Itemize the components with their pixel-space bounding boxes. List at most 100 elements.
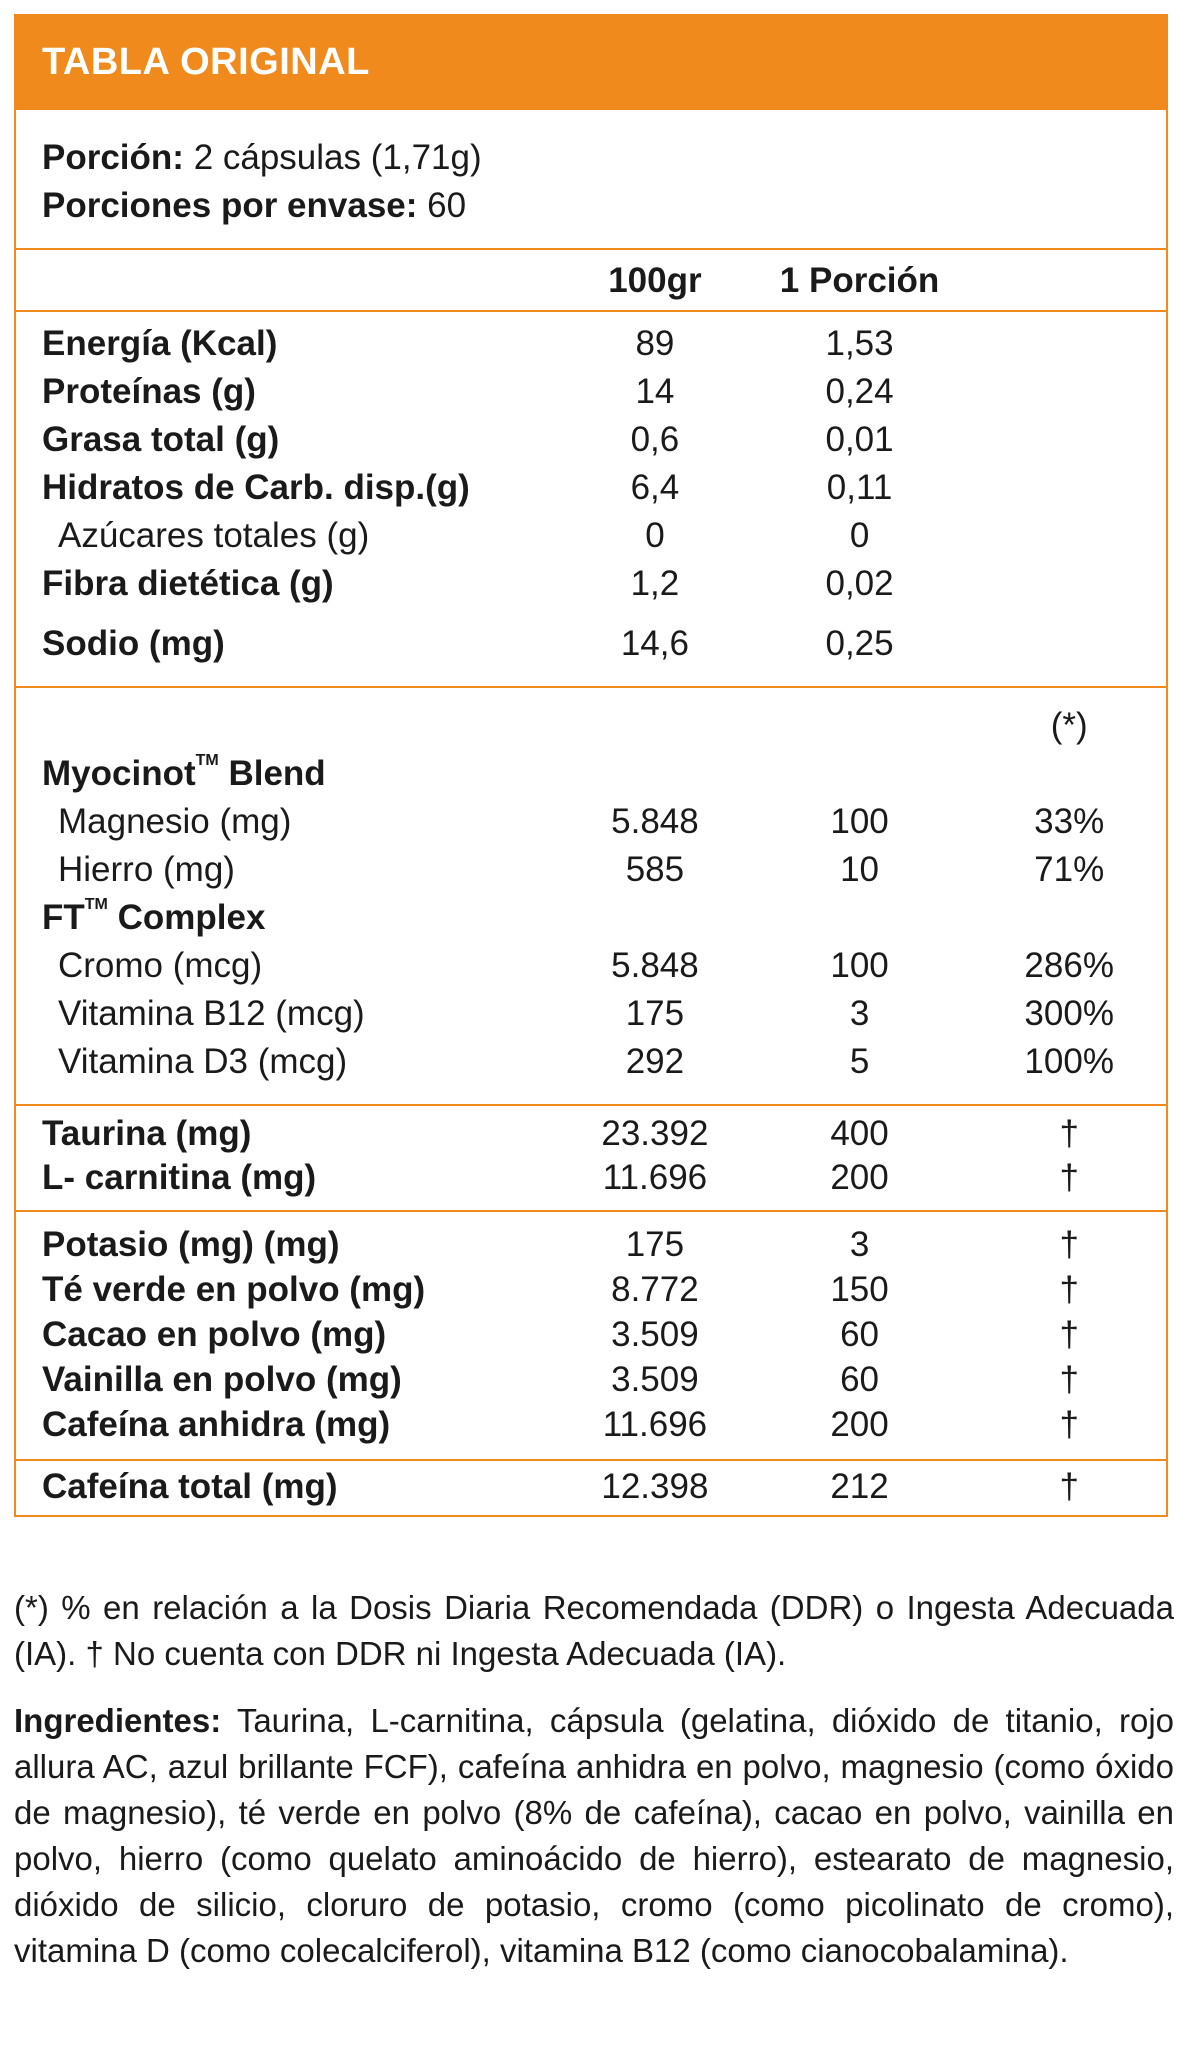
table-row: Proteínas (g) 14 0,24	[16, 368, 1166, 416]
portion-label: Porción:	[42, 138, 184, 177]
total-section: Cafeína total (mg) 12.398 212 †	[16, 1459, 1166, 1515]
nutrient-label: Hierro (mg)	[58, 850, 235, 889]
column-header-100gr: 100gr	[608, 261, 702, 300]
table-row: Vitamina B12 (mcg) 175 3 300%	[16, 990, 1166, 1038]
servings-value: 60	[427, 186, 467, 225]
value-portion: 0,25	[825, 624, 894, 663]
nutrient-label: Grasa total (g)	[42, 420, 280, 459]
value-portion: 0,02	[825, 564, 894, 603]
table-row: Hidratos de Carb. disp.(g) 6,4 0,11	[16, 464, 1166, 512]
column-headers: 100gr 1 Porción	[16, 248, 1166, 310]
value-100gr: 11.696	[602, 1158, 708, 1197]
nutrients-section: Energía (Kcal) 89 1,53 Proteínas (g) 14 0,24 G…	[16, 310, 1166, 686]
table-row: Potasio (mg) (mg) 175 3 †	[16, 1222, 1166, 1267]
value-portion: 100	[830, 802, 889, 841]
nutrient-label: Taurina (mg)	[42, 1114, 252, 1153]
nutrient-label: Potasio (mg) (mg)	[42, 1224, 340, 1264]
value-portion: 60	[840, 1359, 880, 1399]
value-portion: 200	[830, 1404, 889, 1444]
ingredients-label: Ingredientes:	[14, 1702, 222, 1739]
trademark-mark: TM	[195, 752, 219, 769]
nutrient-label: Fibra dietética (g)	[42, 564, 334, 603]
nutrient-label: Magnesio (mg)	[58, 802, 292, 841]
value-portion: 400	[830, 1114, 889, 1153]
portion-line: Porción: 2 cápsulas (1,71g)	[42, 134, 1140, 182]
value-100gr: 11.696	[602, 1404, 708, 1444]
table-row: Fibra dietética (g) 1,2 0,02	[16, 560, 1166, 608]
ingredients-text: Taurina, L-carnitina, cápsula (gelatina,…	[14, 1702, 1175, 1969]
value-100gr: 585	[625, 850, 685, 889]
value-ddr: 286%	[1024, 946, 1114, 985]
value-100gr: 175	[625, 994, 685, 1033]
trademark-mark: TM	[84, 896, 108, 913]
value-ddr: 33%	[1034, 802, 1105, 841]
value-ddr: 300%	[1024, 994, 1114, 1033]
amino-section: Taurina (mg) 23.392 400 † L- carnitina (mg) 1…	[16, 1104, 1166, 1210]
nutrient-label: Energía (Kcal)	[42, 324, 278, 363]
value-100gr: 1,2	[630, 564, 680, 603]
nutrient-label: Vitamina B12 (mcg)	[58, 994, 365, 1033]
table-row: Grasa total (g) 0,6 0,01	[16, 416, 1166, 464]
value-100gr: 8.772	[611, 1269, 699, 1309]
value-100gr: 89	[635, 324, 675, 363]
value-100gr: 23.392	[601, 1114, 709, 1153]
nutrient-label: Cafeína anhidra (mg)	[42, 1404, 391, 1444]
value-ddr: †	[1059, 1359, 1079, 1399]
value-portion: 200	[830, 1158, 889, 1197]
table-row: Vitamina D3 (mcg) 292 5 100%	[16, 1038, 1166, 1086]
table-row: L- carnitina (mg) 11.696 200 †	[16, 1156, 1166, 1200]
servings-label: Porciones por envase:	[42, 186, 418, 225]
table-title: TABLA ORIGINAL	[16, 16, 1166, 108]
nutrient-label: Sodio (mg)	[42, 624, 225, 663]
value-100gr: 3.509	[611, 1314, 699, 1354]
value-ddr: †	[1059, 1114, 1079, 1153]
nutrition-table: TABLA ORIGINAL Porción: 2 cápsulas (1,71…	[14, 14, 1168, 1517]
value-100gr: 0	[645, 516, 665, 555]
value-ddr: †	[1059, 1314, 1079, 1354]
ddr-marker: (*)	[1050, 706, 1088, 745]
value-100gr: 14,6	[620, 624, 689, 663]
serving-info: Porción: 2 cápsulas (1,71g) Porciones po…	[16, 108, 1166, 248]
nutrient-label: Vitamina D3 (mcg)	[58, 1042, 348, 1081]
nutrient-label: Hidratos de Carb. disp.(g)	[42, 468, 470, 507]
value-portion: 3	[849, 994, 870, 1033]
column-header-portion: 1 Porción	[779, 261, 940, 300]
value-portion: 0,24	[825, 372, 894, 411]
nutrient-label: Té verde en polvo (mg)	[42, 1269, 426, 1309]
value-100gr: 0,6	[630, 420, 680, 459]
table-row: Cafeína anhidra (mg) 11.696 200 †	[16, 1402, 1166, 1447]
value-ddr: †	[1059, 1158, 1079, 1197]
value-portion: 0,01	[825, 420, 894, 459]
myocinot-blend-heading: MyocinotTM Blend	[42, 752, 326, 793]
value-portion: 10	[840, 850, 880, 889]
servings-line: Porciones por envase: 60	[42, 182, 1140, 230]
value-100gr: 3.509	[611, 1359, 699, 1399]
value-100gr: 6,4	[630, 468, 680, 507]
table-row: Energía (Kcal) 89 1,53	[16, 320, 1166, 368]
value-ddr: 71%	[1034, 850, 1105, 889]
table-row: Azúcares totales (g) 0 0	[16, 512, 1166, 560]
nutrient-label: Cafeína total (mg)	[42, 1467, 338, 1506]
value-portion: 0	[849, 516, 870, 555]
table-row: Taurina (mg) 23.392 400 †	[16, 1112, 1166, 1156]
value-portion: 3	[849, 1224, 870, 1264]
portion-value: 2 cápsulas (1,71g)	[193, 138, 482, 177]
table-row: Hierro (mg) 585 10 71%	[16, 846, 1166, 894]
value-100gr: 5.848	[611, 802, 699, 841]
table-row: Vainilla en polvo (mg) 3.509 60 †	[16, 1357, 1166, 1402]
value-portion: 5	[849, 1042, 870, 1081]
value-100gr: 5.848	[611, 946, 699, 985]
value-portion: 0,11	[826, 468, 893, 507]
value-portion: 150	[830, 1269, 889, 1309]
nutrient-label: Vainilla en polvo (mg)	[42, 1359, 402, 1399]
value-100gr: 292	[625, 1042, 685, 1081]
ft-complex-heading: FTTM Complex	[42, 896, 266, 937]
nutrient-label: L- carnitina (mg)	[42, 1158, 317, 1197]
others-section: Potasio (mg) (mg) 175 3 † Té verde en polvo …	[16, 1210, 1166, 1459]
value-ddr: †	[1059, 1467, 1079, 1506]
value-portion: 1,53	[825, 324, 894, 363]
nutrient-label: Cacao en polvo (mg)	[42, 1314, 387, 1354]
nutrient-label: Azúcares totales (g)	[58, 516, 370, 555]
value-portion: 60	[840, 1314, 880, 1354]
value-ddr: †	[1059, 1404, 1079, 1444]
